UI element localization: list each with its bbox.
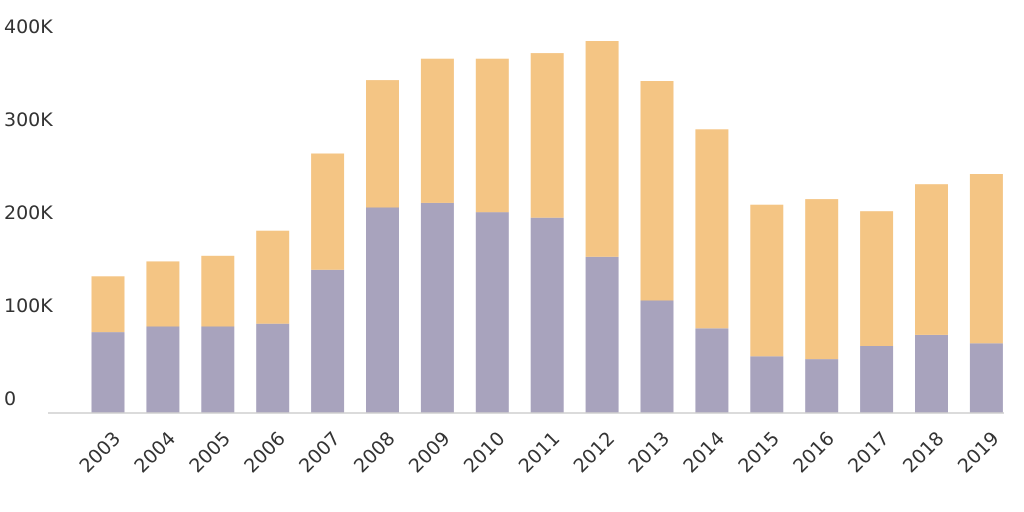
x-tick-label: 2011	[515, 428, 565, 478]
bar-segment-2019-s2	[969, 174, 1003, 344]
bar-segment-2009-s2	[420, 58, 454, 203]
x-tick-label: 2018	[899, 428, 949, 478]
bar-segment-2003-s2	[91, 276, 125, 333]
x-tick-label: 2013	[624, 428, 674, 478]
x-tick-label: 2004	[130, 428, 180, 478]
x-tick-label: 2015	[734, 428, 784, 478]
bar-segment-2016-s2	[805, 199, 839, 360]
bar-segment-2009-s1	[420, 202, 454, 413]
bar-segment-2019-s1	[969, 343, 1003, 414]
bar-segment-2006-s2	[256, 230, 290, 324]
bar-segment-2005-s1	[201, 326, 235, 413]
x-tick-label: 2014	[679, 428, 729, 478]
y-tick-label: 300K	[4, 109, 53, 131]
bar-segment-2006-s1	[256, 323, 290, 413]
bar-segment-2011-s1	[530, 217, 564, 413]
x-tick-label: 2007	[295, 428, 345, 478]
bar-segment-2014-s1	[695, 328, 729, 413]
x-tick-label: 2017	[844, 428, 894, 478]
x-tick-label: 2010	[460, 428, 510, 478]
bar-segment-2008-s1	[366, 207, 399, 413]
x-tick-label: 2019	[954, 428, 1004, 478]
bar-segment-2015-s1	[750, 356, 784, 413]
bar-segment-2010-s2	[475, 58, 509, 213]
bar-segment-2004-s1	[146, 326, 180, 413]
bar-segment-2015-s2	[750, 204, 784, 357]
bar-segment-2018-s2	[915, 184, 948, 335]
bar-segment-2011-s2	[530, 53, 564, 218]
bar-segment-2008-s2	[366, 80, 399, 208]
y-axis: 0 100K 200K 300K 400K	[4, 16, 53, 410]
y-tick-label: 200K	[4, 202, 53, 224]
x-tick-label: 2005	[185, 428, 235, 478]
bar-segment-2017-s2	[860, 211, 894, 346]
x-tick-label: 2003	[75, 428, 125, 478]
x-tick-label: 2009	[405, 428, 455, 478]
x-tick-label: 2016	[789, 428, 839, 478]
bar-segment-2016-s1	[805, 359, 839, 413]
bar-segment-2013-s2	[640, 81, 674, 301]
bars	[91, 41, 1003, 414]
bar-segment-2007-s2	[311, 153, 345, 270]
bar-segment-2013-s1	[640, 300, 674, 413]
y-tick-label: 400K	[4, 16, 53, 38]
bar-segment-2007-s1	[311, 269, 345, 413]
x-tick-label: 2012	[569, 428, 619, 478]
bar-segment-2017-s1	[860, 346, 894, 413]
x-tick-label: 2008	[350, 428, 400, 478]
bar-segment-2005-s2	[201, 255, 235, 327]
bar-segment-2012-s2	[585, 41, 619, 257]
bar-segment-2010-s1	[475, 212, 509, 413]
bar-segment-2012-s1	[585, 256, 619, 413]
y-tick-label: 100K	[4, 295, 53, 317]
bar-segment-2018-s1	[915, 334, 948, 413]
x-axis: 2003 2004 2005 2006 2007 2008 2009 2010 2011 2012…	[75, 428, 1003, 478]
bar-segment-2003-s1	[91, 332, 125, 413]
y-tick-label: 0	[4, 388, 16, 410]
bar-segment-2014-s2	[695, 129, 729, 329]
x-tick-label: 2006	[240, 428, 290, 478]
bar-segment-2004-s2	[146, 261, 180, 327]
